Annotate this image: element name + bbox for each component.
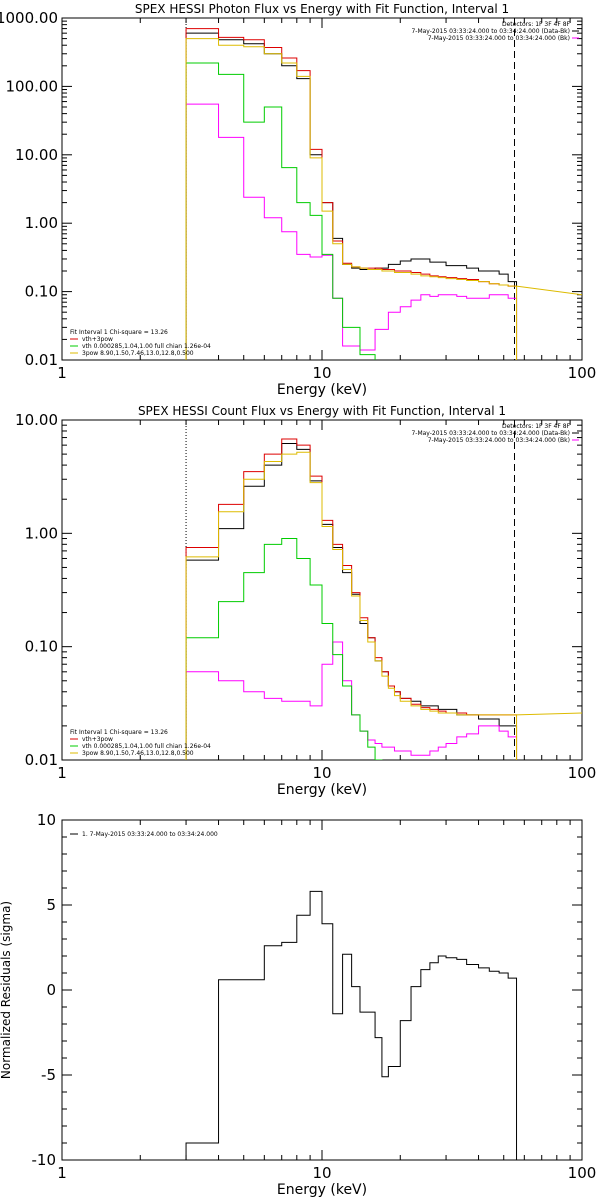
plot-frame-3	[61, 819, 583, 1161]
y-tick-label: 100.00	[6, 77, 59, 95]
series-line-3pow-continuation	[516, 285, 582, 296]
legend-left-text: vth 0.000285,1.04,1.00 full chian 1.26e-…	[82, 743, 211, 750]
series-line-bk	[185, 103, 518, 360]
series-line-1	[185, 890, 518, 1160]
x-tick-label: 10	[312, 364, 331, 382]
x-tick-label: 100	[568, 764, 597, 782]
y-tick-label: 5	[46, 896, 56, 914]
y-tick-label: 1.00	[25, 524, 58, 542]
series-line-vth	[185, 62, 518, 360]
series-line-vth-3pow	[185, 28, 518, 360]
legend-left-text: 3pow 8.90,1.50,7.46,13.0,12.8,0.500	[82, 750, 194, 757]
legend-right-text: Detectors: 1F 3F 4F 8F	[502, 21, 571, 28]
legend-left-text: vth+3pow	[82, 336, 113, 343]
series-line-3pow-continuation	[516, 712, 582, 716]
series-line-3pow	[185, 451, 518, 760]
y-tick-label: 1000.00	[0, 9, 58, 27]
series-line-vth	[185, 538, 518, 760]
x-tick-label: 1	[57, 1164, 67, 1182]
x-axis-label-1: Energy (keV)	[277, 382, 367, 398]
y-tick-label: 10	[37, 811, 56, 829]
y-tick-label: 0.01	[25, 751, 58, 769]
y-tick-label: 0.10	[25, 638, 58, 656]
x-tick-label: 100	[568, 1164, 597, 1182]
series-line-3pow	[185, 38, 518, 360]
x-tick-label: 1	[57, 764, 67, 782]
y-tick-label: 0	[46, 981, 56, 999]
x-tick-label: 10	[312, 764, 331, 782]
y-tick-label: 0.01	[25, 351, 58, 369]
legend-left-text: 1. 7-May-2015 03:33:24.000 to 03:34:24.0…	[82, 831, 218, 838]
legend-left-text: vth+3pow	[82, 736, 113, 743]
x-axis-label-3: Energy (keV)	[277, 1182, 367, 1198]
legend-left-text: vth 0.000285,1.04,1.00 full chian 1.26e-…	[82, 343, 211, 350]
legend-right-text: 7-May-2015 03:33:24.000 to 03:34:24.000 …	[411, 430, 570, 437]
y-tick-label: 0.10	[25, 283, 58, 301]
y-tick-label: -10	[32, 1151, 57, 1169]
legend-right-text: 7-May-2015 03:33:24.000 to 03:34:24.000 …	[428, 35, 570, 42]
y-tick-label: 1.00	[25, 214, 58, 232]
x-axis-label-2: Energy (keV)	[277, 782, 367, 798]
legend-right-text: Detectors: 1F 3F 4F 8F	[502, 423, 571, 430]
y-tick-label: 10.00	[15, 146, 58, 164]
legend-left-text: Fit Interval 1 Chi-square = 13.26	[70, 729, 168, 736]
x-tick-label: 1	[57, 364, 67, 382]
legend-left-text: Fit Interval 1 Chi-square = 13.26	[70, 329, 168, 336]
legend-right-text: 7-May-2015 03:33:24.000 to 03:34:24.000 …	[428, 437, 570, 444]
y-tick-label: -5	[41, 1066, 56, 1084]
legend-right-text: 7-May-2015 03:33:24.000 to 03:34:24.000 …	[411, 28, 570, 35]
y-axis-label-3: Normalized Residuals (sigma)	[0, 901, 13, 1079]
x-tick-label: 100	[568, 364, 597, 382]
chart-title-1: SPEX HESSI Photon Flux vs Energy with Fi…	[135, 2, 509, 16]
legend-left-text: 3pow 8.90,1.50,7.46,13.0,12.8,0.500	[82, 350, 194, 357]
x-tick-label: 10	[312, 1164, 331, 1182]
chart-title-2: SPEX HESSI Count Flux vs Energy with Fit…	[138, 404, 506, 418]
y-tick-label: 10.00	[15, 411, 58, 429]
series-line-data-bk	[185, 32, 518, 360]
